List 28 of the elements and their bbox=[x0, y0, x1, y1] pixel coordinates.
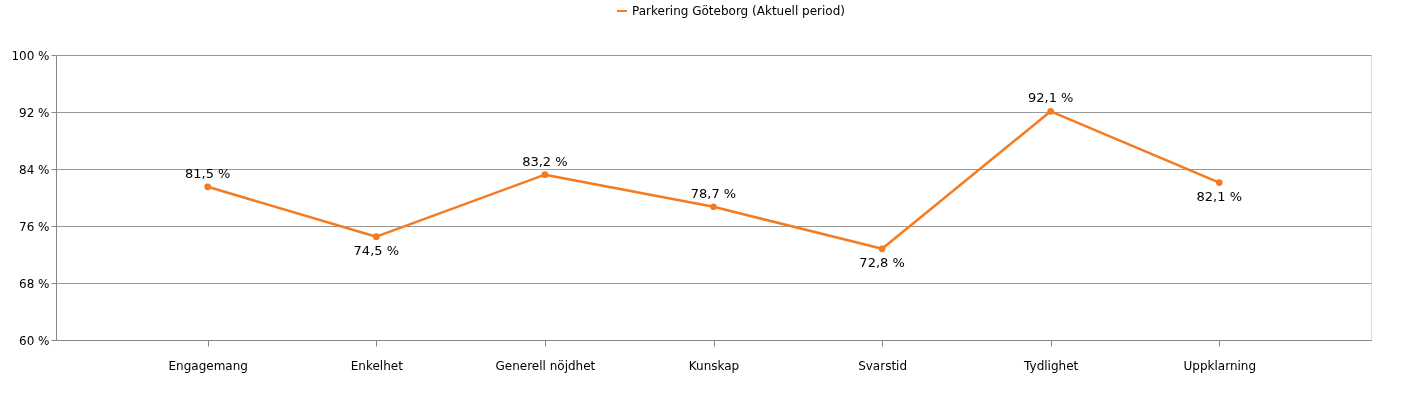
x-tick-label: Tydlighet bbox=[1023, 358, 1079, 373]
y-tick-label: 84 % bbox=[19, 162, 50, 177]
data-label: 78,7 % bbox=[690, 185, 737, 201]
point bbox=[878, 245, 886, 253]
x-tick-label: Uppklarning bbox=[1183, 358, 1257, 373]
point bbox=[710, 203, 717, 211]
x-tick-label: Svarstid bbox=[858, 358, 908, 373]
data-label: 74,5 % bbox=[353, 242, 400, 258]
y-tick-label: 60 % bbox=[19, 333, 50, 348]
point bbox=[541, 171, 549, 179]
data-label: 92,1 % bbox=[1027, 90, 1074, 106]
data-label: 72,8 % bbox=[859, 254, 905, 270]
x-tick-label: Generell nöjdhet bbox=[495, 358, 596, 373]
x-tick-label: Enkelhet bbox=[350, 358, 404, 373]
point bbox=[204, 183, 212, 191]
point bbox=[1047, 107, 1055, 115]
data-label: 83,2 % bbox=[522, 153, 568, 169]
y-tick-label: 76 % bbox=[19, 219, 50, 234]
y-tick-label: 68 % bbox=[19, 276, 50, 291]
point bbox=[372, 233, 380, 241]
y-tick-label: 100 % bbox=[11, 48, 50, 63]
x-tick-label: Engagemang bbox=[168, 358, 248, 373]
data-label: 81,5 % bbox=[185, 165, 231, 181]
data-label: 82,1 % bbox=[1196, 188, 1242, 204]
y-tick-label: 92 % bbox=[19, 105, 50, 120]
x-tick-label: Kunskap bbox=[688, 358, 740, 373]
point bbox=[1215, 179, 1223, 186]
legend-label: Parkering Göteborg (Aktuell period) bbox=[632, 4, 845, 18]
